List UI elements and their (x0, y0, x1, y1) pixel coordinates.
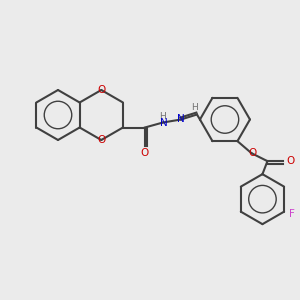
Text: O: O (97, 85, 105, 95)
Text: O: O (286, 156, 295, 166)
Text: N: N (177, 115, 185, 124)
Text: H: H (192, 103, 198, 112)
Text: F: F (289, 209, 295, 219)
Text: N: N (160, 118, 167, 128)
Text: O: O (141, 148, 149, 158)
Text: O: O (248, 148, 256, 158)
Text: H: H (160, 112, 166, 121)
Text: O: O (97, 135, 105, 145)
